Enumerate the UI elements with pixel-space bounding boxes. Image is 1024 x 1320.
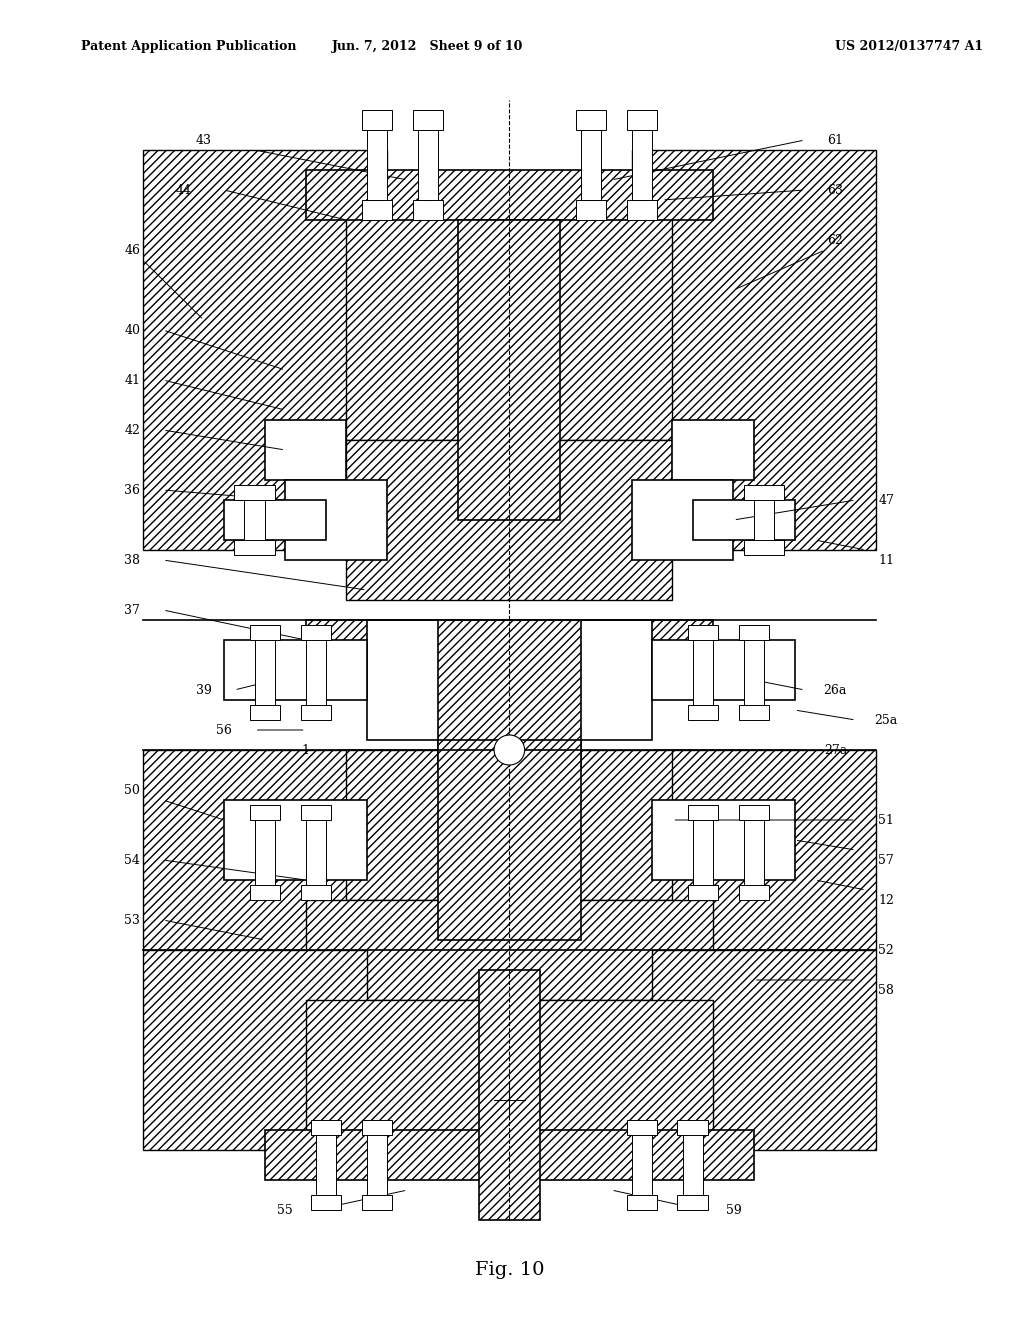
Text: Patent Application Publication: Patent Application Publication bbox=[82, 40, 297, 53]
Text: Jun. 7, 2012   Sheet 9 of 10: Jun. 7, 2012 Sheet 9 of 10 bbox=[332, 40, 523, 53]
Text: US 2012/0137747 A1: US 2012/0137747 A1 bbox=[836, 40, 983, 53]
